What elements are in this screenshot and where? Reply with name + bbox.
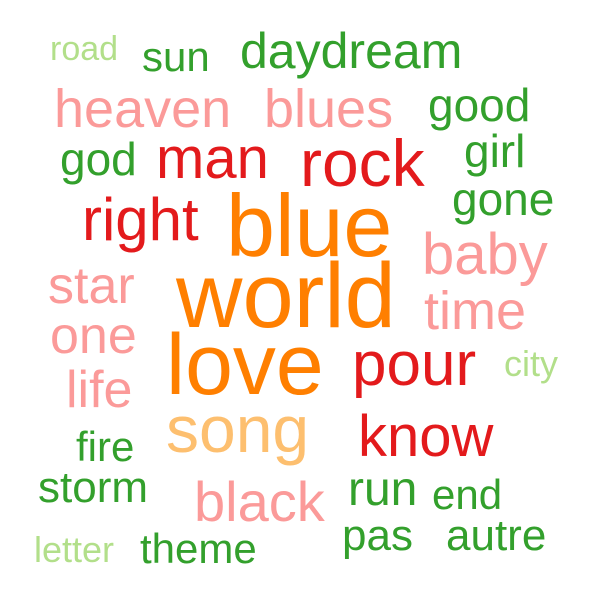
word-letter: letter — [34, 529, 115, 570]
word-love: love — [166, 317, 324, 413]
word-blues: blues — [264, 79, 394, 139]
word-run: run — [348, 463, 418, 516]
word-star: star — [48, 257, 135, 315]
word-girl: girl — [464, 125, 526, 177]
word-rock: rock — [300, 126, 425, 200]
word-city: city — [504, 343, 558, 384]
word-know: know — [358, 404, 494, 469]
word-pour: pour — [352, 330, 477, 399]
word-gone: gone — [452, 173, 555, 225]
word-autre: autre — [446, 511, 547, 560]
word-road: road — [50, 30, 119, 68]
word-end: end — [432, 471, 503, 518]
word-blue: blue — [226, 176, 393, 275]
word-life: life — [66, 361, 133, 419]
word-theme: theme — [140, 525, 257, 572]
word-daydream: daydream — [240, 23, 463, 79]
word-sun: sun — [142, 33, 210, 80]
word-pas: pas — [342, 511, 413, 560]
word-right: right — [82, 186, 199, 253]
word-storm: storm — [38, 463, 148, 512]
word-good: good — [428, 79, 531, 131]
word-world: world — [176, 245, 396, 347]
word-heaven: heaven — [54, 79, 232, 139]
word-fire: fire — [76, 423, 135, 470]
word-man: man — [156, 126, 269, 191]
word-black: black — [194, 470, 325, 533]
word-one: one — [50, 307, 137, 365]
word-time: time — [424, 281, 527, 341]
word-god: god — [60, 133, 137, 185]
word-baby: baby — [422, 222, 548, 287]
word-song: song — [166, 392, 310, 466]
